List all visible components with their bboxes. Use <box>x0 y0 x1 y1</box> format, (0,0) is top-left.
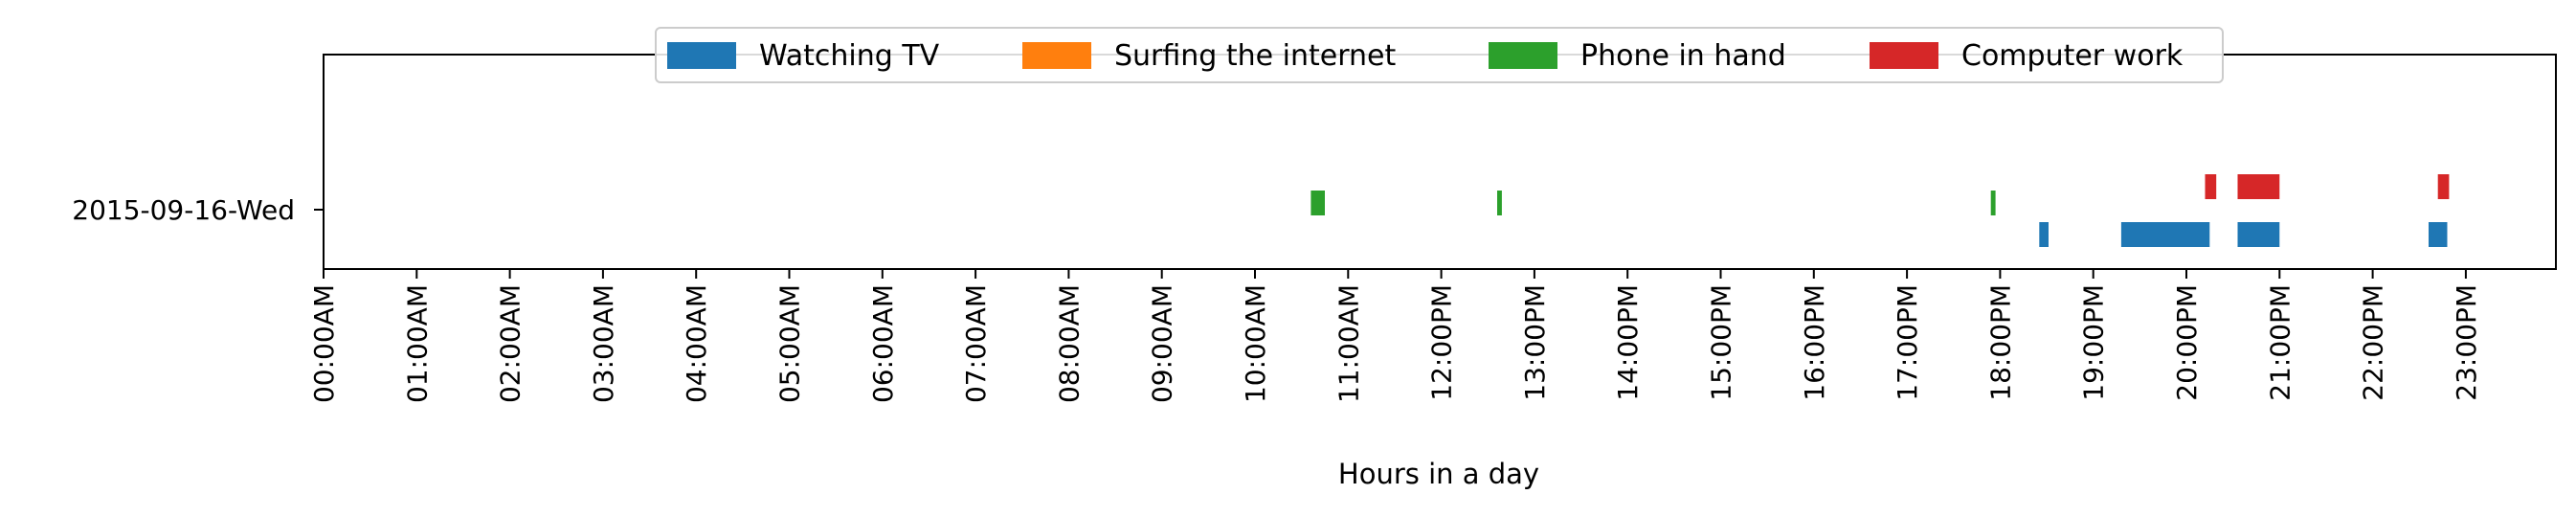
x-tick-label: 06:00AM <box>867 284 899 403</box>
x-tick-label: 09:00AM <box>1147 284 1178 403</box>
bar-computer-work-2 <box>2237 174 2280 199</box>
x-tick-label: 02:00AM <box>495 284 526 403</box>
legend-label: Surfing the internet <box>1114 39 1396 73</box>
x-axis: 00:00AM 01:00AM 02:00AM 03:00AM 04:00AM 05:00… <box>308 269 2482 403</box>
bar-phone-in-hand-3 <box>1990 191 1996 215</box>
y-tick-label: 2015-09-16-Wed <box>72 194 295 226</box>
x-tick-label: 21:00PM <box>2264 284 2296 401</box>
y-axis: 2015-09-16-Wed <box>72 194 324 226</box>
x-tick-label: 18:00PM <box>1984 284 2016 401</box>
x-tick-label: 22:00PM <box>2358 284 2389 401</box>
plot-frame <box>323 54 2557 270</box>
bar-phone-in-hand-1 <box>1310 191 1325 215</box>
bar-computer-work-3 <box>2437 174 2450 199</box>
bar-watching-tv-2 <box>2120 222 2210 247</box>
x-tick-label: 23:00PM <box>2451 284 2482 401</box>
x-tick-label: 00:00AM <box>308 284 340 403</box>
bar-phone-in-hand-2 <box>1497 191 1502 215</box>
legend-swatch <box>1870 42 1938 69</box>
legend-swatch <box>667 42 736 69</box>
x-tick-label: 12:00PM <box>1426 284 1458 401</box>
x-tick-label: 10:00AM <box>1240 284 1271 403</box>
legend-label: Watching TV <box>759 39 940 73</box>
x-tick-label: 15:00PM <box>1706 284 1737 401</box>
x-tick-label: 17:00PM <box>1892 284 1923 401</box>
x-tick-label: 16:00PM <box>1799 284 1830 401</box>
x-tick-label: 05:00AM <box>774 284 806 403</box>
x-tick-label: 14:00PM <box>1612 284 1644 401</box>
x-tick-label: 13:00PM <box>1519 284 1551 401</box>
legend: Watching TV Surfing the internet Phone in … <box>655 27 2224 83</box>
x-tick-label: 01:00AM <box>401 284 433 403</box>
x-tick-label: 11:00AM <box>1333 284 1364 403</box>
legend-label: Phone in hand <box>1580 39 1786 73</box>
activity-bars <box>1310 174 2450 247</box>
x-axis-label: Hours in a day <box>1338 458 1539 490</box>
bar-watching-tv-1 <box>2039 222 2049 247</box>
x-tick-label: 04:00AM <box>681 284 712 403</box>
x-tick-label: 19:00PM <box>2078 284 2110 401</box>
legend-swatch <box>1022 42 1091 69</box>
x-tick-label: 08:00AM <box>1053 284 1085 403</box>
legend-label: Computer work <box>1961 39 2184 73</box>
x-tick-label: 20:00PM <box>2171 284 2203 401</box>
bar-computer-work-1 <box>2205 174 2217 199</box>
x-tick-label: 07:00AM <box>960 284 992 403</box>
x-tick-label: 03:00AM <box>588 284 619 403</box>
bar-watching-tv-3 <box>2237 222 2280 247</box>
bar-watching-tv-4 <box>2429 222 2448 247</box>
legend-swatch <box>1489 42 1557 69</box>
